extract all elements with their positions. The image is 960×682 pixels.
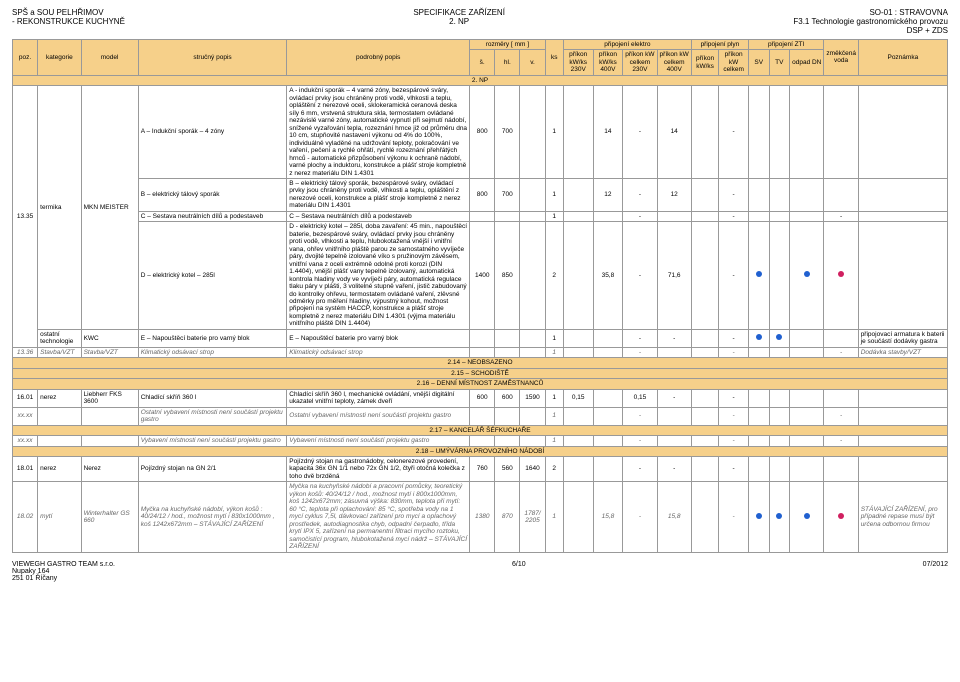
dot-sv <box>748 222 769 330</box>
col-hl: hl. <box>495 50 520 75</box>
dot-icon <box>756 334 762 340</box>
col-str: stručný popis <box>138 40 287 76</box>
table-row: 13.36 Stavba/VZT Stavba/VZT Klimatický o… <box>13 347 948 357</box>
dot-icon <box>838 271 844 277</box>
cell-poz: 13.35 <box>13 86 38 347</box>
header-left: SPŠ a SOU PELHŘIMOV - REKONSTRUKCE KUCHY… <box>12 8 125 35</box>
table-row: D – elektrický kotel – 285l D - elektric… <box>13 222 948 330</box>
col-e2: příkon kW/ks 400V <box>593 50 623 75</box>
col-kat: kategorie <box>38 40 81 76</box>
col-p2: příkon kW celkem <box>719 50 749 75</box>
dot-icon <box>756 271 762 277</box>
header-right: SO-01 : STRAVOVNA F3.1 Technologie gastr… <box>793 8 948 35</box>
cell-mod: MKN MEISTER <box>81 86 138 330</box>
section-214: 2.14 – NEOBSAZENO <box>13 358 948 368</box>
col-poz: poz. <box>13 40 38 76</box>
col-plyn: připojení plyn <box>691 40 748 50</box>
table-head: poz. kategorie model stručný popis podro… <box>13 40 948 76</box>
cell-pod: A - indukční sporák – 4 varné zóny, beze… <box>287 86 470 179</box>
table-row: C – Sestava neutrálních dílů a podestave… <box>13 211 948 221</box>
col-roz: rozměry [ mm ] <box>470 40 545 50</box>
page-header: SPŠ a SOU PELHŘIMOV - REKONSTRUKCE KUCHY… <box>12 8 948 35</box>
table-row: 18.01 nerez Nerez Pojízdný stojan na GN … <box>13 456 948 481</box>
col-zti: připojení ZTI <box>748 40 823 50</box>
col-vo: změkčená voda <box>824 40 858 76</box>
dot-vo <box>824 222 858 330</box>
section-215: 2.15 – SCHODIŠTĚ <box>13 368 948 378</box>
col-dn: odpad DN <box>790 50 824 75</box>
col-sv: SV <box>748 50 769 75</box>
col-pzn: Poznámka <box>858 40 947 76</box>
col-mod: model <box>81 40 138 76</box>
dot-icon <box>756 513 762 519</box>
table-row: 13.35 termika MKN MEISTER A – Indukční s… <box>13 86 948 179</box>
table-row: 16.01 nerez Liebherr FKS 3600 Chladící s… <box>13 389 948 407</box>
col-e1: příkon kW/ks 230V <box>563 50 593 75</box>
col-elektro: připojení elektro <box>563 40 691 50</box>
section-2np: 2. NP <box>13 75 948 85</box>
col-pod: podrobný popis <box>287 40 470 76</box>
dot-icon <box>838 513 844 519</box>
section-218: 2.18 – UMÝVÁRNA PROVOZNÍHO NÁDOBÍ <box>13 446 948 456</box>
table-row: ostatní technologie KWC E – Napouštěcí b… <box>13 329 948 347</box>
cell-kat: termika <box>38 86 81 330</box>
page-footer: VIEWEGH GASTRO TEAM s.r.o. Nupaky 164 25… <box>12 561 948 582</box>
col-p1: příkon kW/ks <box>691 50 718 75</box>
cell-str: A – Indukční sporák – 4 zóny <box>138 86 287 179</box>
dot-icon <box>776 513 782 519</box>
equipment-table: poz. kategorie model stručný popis podro… <box>12 39 948 553</box>
dot-icon <box>776 334 782 340</box>
table-row: B – elektrický tálový sporák B – elektri… <box>13 178 948 211</box>
col-v: v. <box>520 50 545 75</box>
col-s: š. <box>470 50 495 75</box>
col-ks: ks <box>545 40 563 76</box>
col-e4: příkon kW celkem 400V <box>657 50 691 75</box>
footer-right: 07/2012 <box>923 561 948 582</box>
dot-dn <box>790 222 824 330</box>
footer-center: 6/10 <box>512 561 526 582</box>
dot-icon <box>804 513 810 519</box>
col-tv: TV <box>769 50 790 75</box>
table-row: 18.02 mytí Winterhalter GS 660 Myčka na … <box>13 482 948 552</box>
table-row: xx.xx Ostatní vybavení místnosti není so… <box>13 407 948 425</box>
col-e3: příkon kW celkem 230V <box>623 50 657 75</box>
table-row: xx.xx Vybavení místnosti není součástí p… <box>13 436 948 446</box>
section-216: 2.16 – DENNÍ MÍSTNOST ZAMĚSTNANCŮ <box>13 379 948 389</box>
footer-left: VIEWEGH GASTRO TEAM s.r.o. Nupaky 164 25… <box>12 561 115 582</box>
dot-icon <box>804 271 810 277</box>
header-center: SPECIFIKACE ZAŘÍZENÍ 2. NP <box>413 8 505 35</box>
section-217: 2.17 – KANCELÁŘ ŠÉFKUCHAŘE <box>13 425 948 435</box>
